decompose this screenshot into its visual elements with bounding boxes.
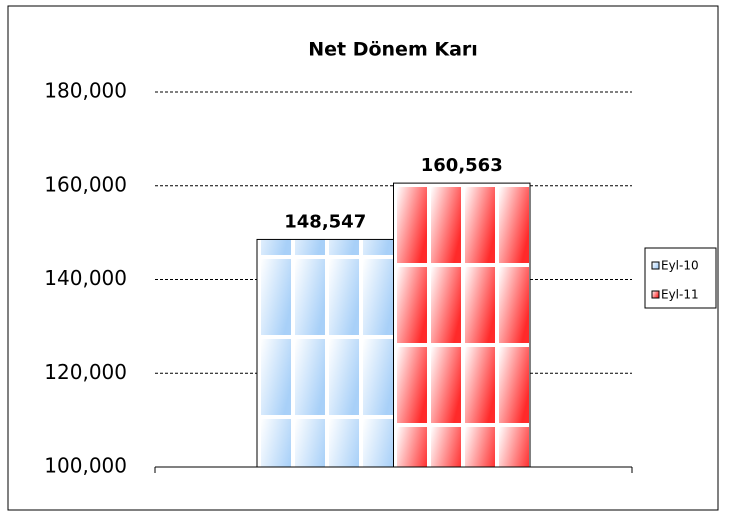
legend-swatch [651,261,660,270]
y-tick-label: 120,000 [44,360,127,384]
data-label: 148,547 [284,211,366,232]
chart-title: Net Dönem Karı [308,39,478,61]
y-tick-label: 160,000 [44,172,127,196]
y-tick-label: 180,000 [44,79,127,103]
legend-swatch [651,290,660,299]
bar [393,182,531,468]
legend-label: Eyl-11 [661,288,699,302]
data-label: 160,563 [421,155,503,176]
y-tick-label: 140,000 [44,266,127,290]
legend-label: Eyl-10 [661,259,699,273]
bar [256,238,394,468]
y-tick-label: 100,000 [44,454,127,478]
